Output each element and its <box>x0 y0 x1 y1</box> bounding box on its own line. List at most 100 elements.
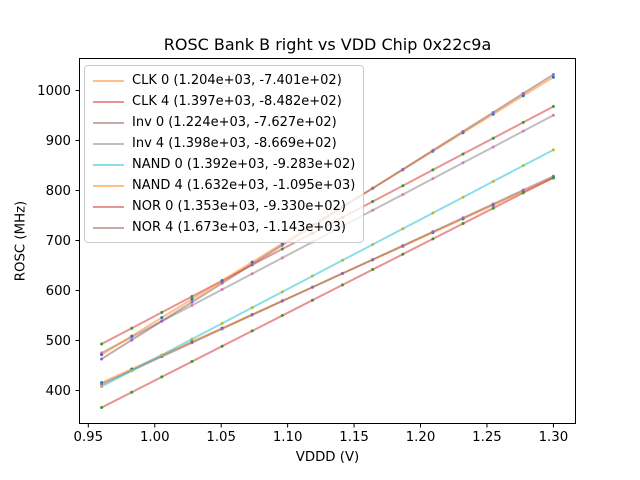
data-point <box>491 206 495 210</box>
legend-color-swatch <box>93 100 124 103</box>
data-point <box>220 327 224 331</box>
data-point <box>431 168 435 172</box>
data-point <box>280 299 284 303</box>
y-axis-label-text: ROSC (MHz) <box>13 200 29 282</box>
data-point <box>431 230 435 234</box>
data-point <box>371 208 375 212</box>
legend-label: NAND 0 (1.392e+03, -9.283e+02) <box>132 157 356 172</box>
legend-label: CLK 0 (1.204e+03, -7.401e+02) <box>132 73 342 88</box>
data-point <box>401 244 405 248</box>
data-point <box>160 353 164 357</box>
data-point <box>100 385 104 388</box>
data-point <box>401 227 405 231</box>
data-point <box>521 164 525 168</box>
y-tick-label: 400 <box>46 384 71 399</box>
data-point <box>341 271 345 275</box>
x-axis-label: VDDD (V) <box>295 450 360 465</box>
chart-title: ROSC Bank B right vs VDD Chip 0x22c9a <box>163 35 492 54</box>
series-points-nor-4 <box>100 73 555 361</box>
x-tick-label: 1.30 <box>539 430 569 445</box>
data-point <box>401 167 405 171</box>
data-point <box>250 313 254 317</box>
data-point <box>521 129 525 133</box>
data-point <box>431 177 435 181</box>
data-point <box>310 285 314 289</box>
data-point <box>551 113 555 117</box>
data-point <box>190 337 194 341</box>
series-points-nand-0 <box>100 148 555 388</box>
data-point <box>130 338 134 342</box>
legend-color-swatch <box>93 142 124 145</box>
y-tick-label: 700 <box>46 234 71 249</box>
x-tick-label: 1.20 <box>406 430 436 445</box>
x-tick-label: 1.00 <box>140 430 170 445</box>
data-point <box>130 326 134 330</box>
data-point <box>461 222 465 226</box>
data-point <box>401 192 405 196</box>
legend-color-swatch <box>93 184 124 187</box>
data-point <box>280 314 284 318</box>
data-point <box>371 200 375 204</box>
x-tick-label: 0.95 <box>73 430 103 445</box>
data-point <box>461 195 465 199</box>
data-point <box>491 110 495 114</box>
legend-color-swatch <box>93 121 124 124</box>
series-line-nor-0 <box>101 176 554 409</box>
data-point <box>431 211 435 215</box>
data-point <box>250 262 254 266</box>
data-point <box>130 334 134 338</box>
series-points-nor-0 <box>100 176 555 410</box>
y-tick-label: 500 <box>46 334 71 349</box>
legend-color-swatch <box>93 163 124 166</box>
legend-item: CLK 4 (1.397e+03, -8.482e+02) <box>93 91 355 112</box>
data-point <box>220 288 224 292</box>
data-point <box>190 297 194 301</box>
legend: CLK 0 (1.204e+03, -7.401e+02) CLK 4 (1.39… <box>84 65 365 243</box>
y-tick-label: 600 <box>46 284 71 299</box>
data-point <box>521 120 525 124</box>
data-point <box>280 290 284 294</box>
data-point <box>250 272 254 276</box>
legend-item: Inv 0 (1.224e+03, -7.627e+02) <box>93 112 355 133</box>
data-point <box>160 316 164 320</box>
data-point <box>521 92 525 95</box>
data-point <box>280 243 284 247</box>
legend-label: NOR 4 (1.673e+03, -1.143e+03) <box>132 220 346 235</box>
data-point <box>250 329 254 333</box>
data-point <box>190 341 194 345</box>
data-point <box>310 274 314 278</box>
legend-item: NAND 0 (1.392e+03, -9.283e+02) <box>93 154 355 175</box>
data-point <box>461 129 465 133</box>
data-point <box>431 148 435 152</box>
data-point <box>100 357 104 361</box>
data-point <box>461 152 465 156</box>
data-point <box>461 161 465 165</box>
data-point <box>371 186 375 190</box>
legend-label: NOR 0 (1.353e+03, -9.330e+02) <box>132 199 346 214</box>
data-point <box>160 375 164 379</box>
data-point <box>371 243 375 246</box>
legend-label: Inv 0 (1.224e+03, -7.627e+02) <box>132 115 337 130</box>
data-point <box>491 145 495 149</box>
data-point <box>521 191 525 195</box>
data-point <box>491 179 495 183</box>
x-tick-label: 1.15 <box>339 430 369 445</box>
data-point <box>220 344 224 348</box>
data-point <box>401 252 405 256</box>
data-point <box>280 256 284 260</box>
series-line-inv-0 <box>101 175 554 386</box>
data-point <box>551 176 555 180</box>
legend-label: Inv 4 (1.398e+03, -8.669e+02) <box>132 136 337 151</box>
data-point <box>220 279 224 283</box>
y-tick-label: 800 <box>46 184 71 199</box>
x-tick-label: 1.10 <box>273 430 303 445</box>
x-tick-label: 1.05 <box>206 430 236 445</box>
data-point <box>190 303 194 307</box>
legend-color-swatch <box>93 205 124 208</box>
data-point <box>310 298 314 302</box>
data-point <box>220 321 224 325</box>
data-point <box>371 258 375 261</box>
data-point <box>521 188 525 192</box>
y-tick-label: 900 <box>46 134 71 149</box>
